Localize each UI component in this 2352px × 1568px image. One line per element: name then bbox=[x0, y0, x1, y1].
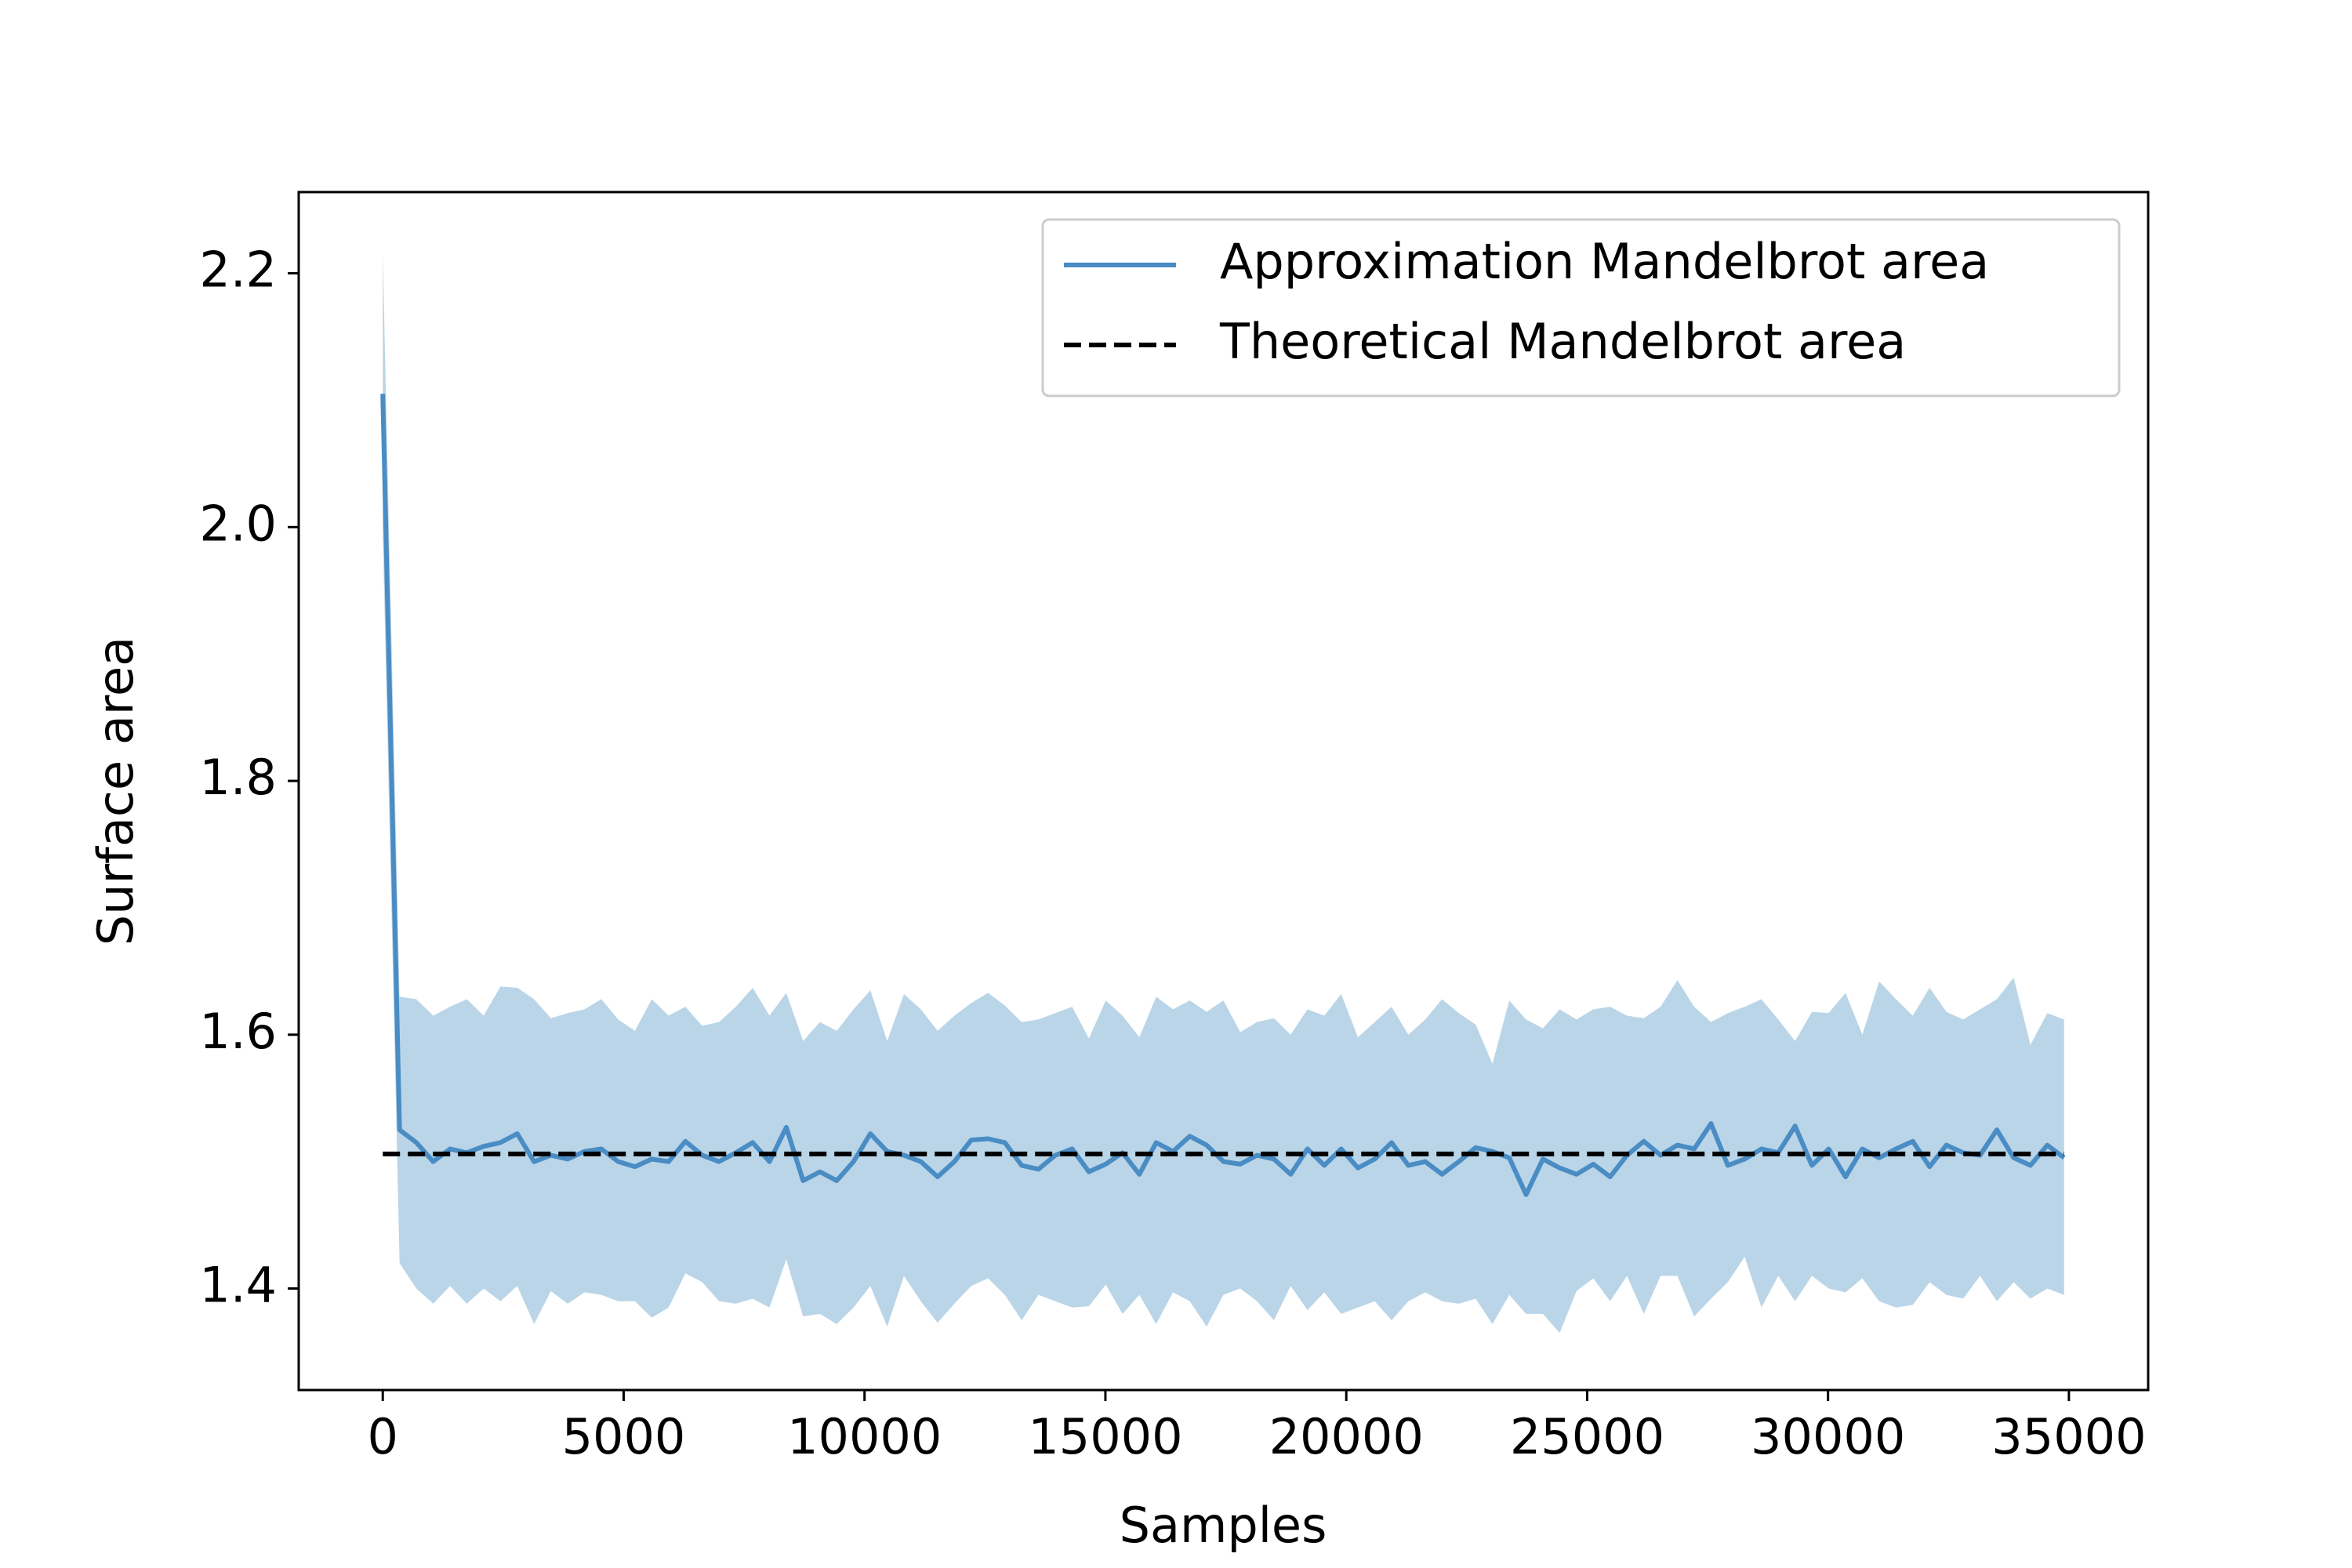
data-line bbox=[380, 394, 2066, 1197]
x-tick-label: 35000 bbox=[1991, 1408, 2146, 1465]
legend-label: Theoretical Mandelbrot area bbox=[1219, 313, 1906, 370]
x-tick-label: 10000 bbox=[787, 1408, 942, 1465]
x-tick-label: 20000 bbox=[1269, 1408, 1424, 1465]
confidence-band bbox=[383, 254, 2064, 1334]
legend-box bbox=[1041, 218, 2121, 397]
x-tick-label: 30000 bbox=[1751, 1408, 1905, 1465]
y-tick-label: 2.2 bbox=[199, 241, 277, 299]
x-tick-label: 15000 bbox=[1028, 1408, 1182, 1465]
y-tick-label: 1.6 bbox=[199, 1003, 277, 1060]
x-tick-label: 0 bbox=[368, 1408, 398, 1465]
x-axis-label: Samples bbox=[1120, 1497, 1327, 1554]
y-tick-label: 2.0 bbox=[199, 495, 277, 552]
y-tick-label: 1.8 bbox=[199, 749, 277, 806]
y-axis-label: Surface area bbox=[87, 637, 144, 946]
y-tick-label: 1.4 bbox=[199, 1257, 277, 1314]
legend-label: Approximation Mandelbrot area bbox=[1220, 233, 1989, 290]
x-tick-label: 5000 bbox=[562, 1408, 686, 1465]
x-tick-label: 25000 bbox=[1510, 1408, 1664, 1465]
plot-frame bbox=[297, 191, 2150, 1392]
